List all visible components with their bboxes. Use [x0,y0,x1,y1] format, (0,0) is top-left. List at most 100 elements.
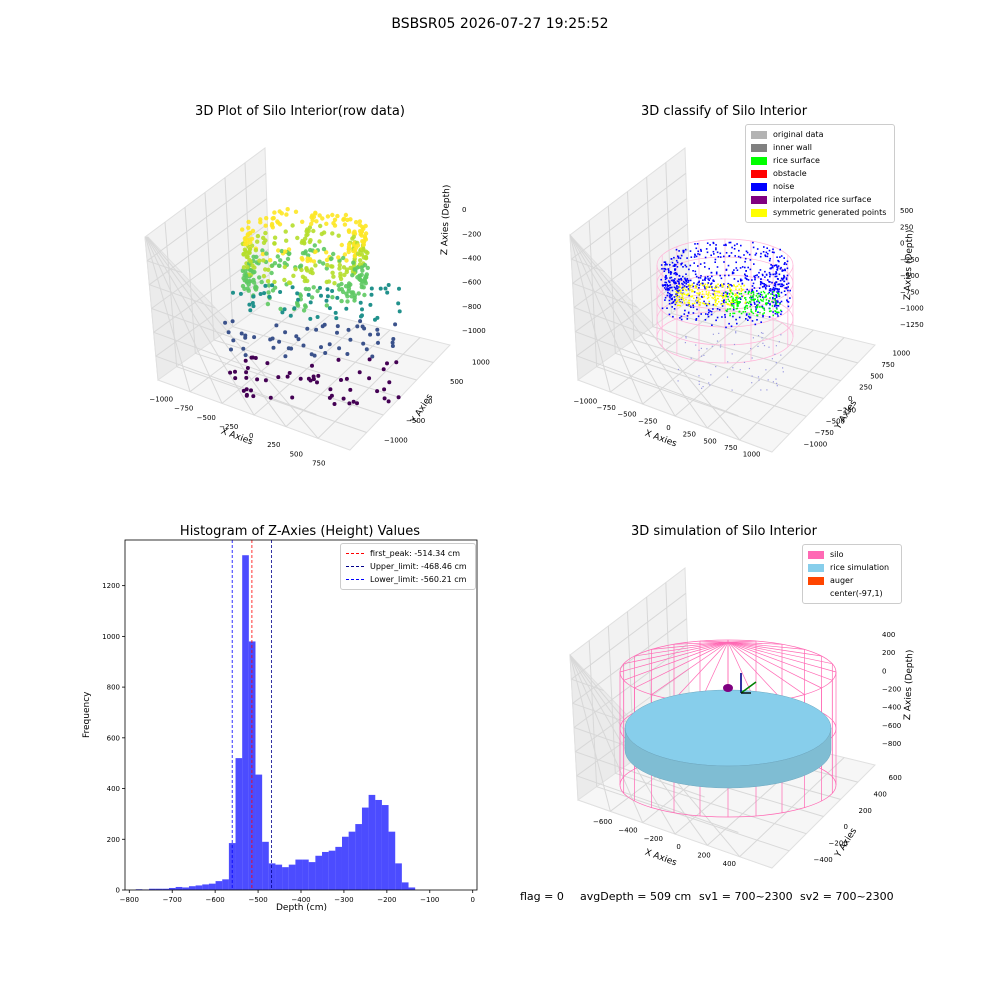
data-point [316,373,321,378]
z-tick-label: 0 [900,240,904,248]
data-point [361,285,366,290]
noise-point [772,301,774,304]
rice-surface-point [748,291,751,293]
noise-point [677,280,680,283]
symmetric-point [729,289,731,291]
rice-surface-point [748,313,751,315]
histogram-bar [322,851,329,890]
noise-point [668,292,671,295]
noise-point [715,272,718,275]
rice-surface-point [725,291,727,294]
y-tick-label: −1000 [804,440,828,448]
data-point [260,248,265,253]
noise-point [759,295,762,298]
symmetric-point [695,286,697,288]
noise-point [668,313,671,316]
noise-point [775,304,778,307]
data-point [268,395,273,400]
noise-point [781,283,783,286]
noise-point [771,251,774,253]
data-point [365,250,370,255]
noise-point [783,280,785,283]
z-tick-label: −800 [462,303,481,311]
noise-point [675,293,677,296]
rice-surface-point [773,298,775,300]
noise-point [753,263,755,265]
grid-line [571,172,687,260]
data-point [325,287,330,292]
symmetric-point [699,298,701,300]
noise-point [672,279,674,281]
noise-point [769,290,772,292]
data-point [357,219,363,224]
noise-point [711,275,713,278]
rice-surface-point [746,305,749,307]
symmetric-point [730,299,733,302]
noise-point [673,296,676,298]
noise-point [775,264,778,266]
z-tick-label: 200 [882,649,895,657]
noise-point [776,289,779,291]
data-point [336,357,341,362]
symmetric-point [722,286,724,288]
data-point [326,279,332,284]
noise-point [769,281,771,283]
symmetric-point [697,301,700,303]
data-point [359,314,363,319]
noise-point [728,322,730,325]
data-point [295,235,300,241]
noise-point [753,275,755,278]
rice-surface-point [744,297,747,299]
noise-point [761,305,764,308]
data-point [246,288,251,293]
data-point [274,323,279,328]
histogram-bar [315,855,323,890]
histogram-bar [381,805,389,890]
noise-point [736,243,738,245]
rice-surface-point [756,305,759,308]
data-point [253,248,259,253]
rice-surface-point [755,310,757,312]
noise-point [684,264,687,267]
noise-point [665,263,667,265]
noise-point [731,246,733,249]
data-point [375,389,380,394]
noise-point [671,298,673,301]
data-point [313,263,318,268]
noise-point [707,309,710,311]
noise-point [727,295,729,298]
y-tick-label: 600 [889,774,902,782]
legend-item: Lower_limit: -560.21 cm [346,573,470,586]
data-point [370,354,375,359]
data-point [367,376,372,381]
data-point [315,288,320,294]
rice-surface-point [763,312,765,314]
noise-point [746,313,748,315]
noise-point [731,272,734,275]
noise-point [775,275,778,278]
noise-point [677,256,680,258]
noise-point [758,301,761,304]
noise-point [754,274,757,277]
data-point [303,286,309,292]
data-point [276,375,281,380]
data-point [265,301,271,307]
symmetric-point [696,300,698,302]
y-tick-label: 0 [428,398,432,406]
symmetric-point [691,284,693,287]
data-point [258,292,263,296]
rice-surface-point [762,313,764,315]
symmetric-point [722,284,724,287]
data-point [323,351,328,355]
symmetric-point [699,283,702,285]
classify-3d-plot: −1000−750−500−25002505007501000−1000−750… [569,147,924,459]
noise-point [682,251,685,254]
noise-point [734,255,736,257]
sparse-point [782,367,784,369]
noise-point [705,248,708,250]
rice-surface-point [770,310,772,312]
rice-surface-point [752,293,755,296]
noise-point [678,250,680,252]
noise-point [760,321,762,323]
noise-point [682,275,684,278]
